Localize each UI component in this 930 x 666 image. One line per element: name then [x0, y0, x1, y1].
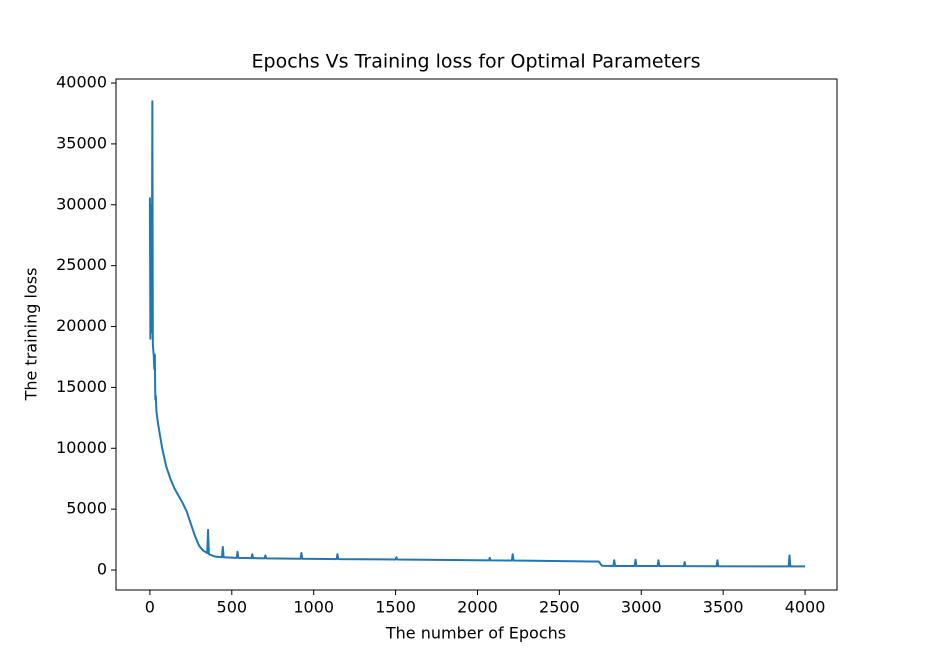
x-tick-label: 3000 — [621, 598, 662, 617]
x-tick-label: 2500 — [539, 598, 580, 617]
y-tick-label: 15000 — [56, 377, 107, 396]
x-tick-label: 4000 — [785, 598, 826, 617]
y-tick-label: 20000 — [56, 316, 107, 335]
y-tick-label: 10000 — [56, 438, 107, 457]
x-tick-label: 0 — [145, 598, 155, 617]
data-line — [148, 100, 806, 568]
chart-title: Epochs Vs Training loss for Optimal Para… — [252, 51, 701, 73]
y-tick-label: 25000 — [56, 255, 107, 274]
y-tick-label: 30000 — [56, 194, 107, 213]
x-tick-label: 3500 — [703, 598, 744, 617]
plot-frame — [115, 78, 838, 591]
y-axis-label: The training loss — [22, 268, 41, 402]
x-tick-label: 1500 — [375, 598, 416, 617]
x-tick-label: 1000 — [293, 598, 334, 617]
y-tick-label: 35000 — [56, 133, 107, 152]
x-axis-label: The number of Epochs — [385, 624, 566, 643]
y-tick-label: 5000 — [66, 499, 107, 518]
y-tick-label: 0 — [97, 560, 107, 579]
y-tick-label: 40000 — [56, 73, 107, 92]
x-tick-label: 500 — [217, 598, 248, 617]
x-tick-label: 2000 — [457, 598, 498, 617]
